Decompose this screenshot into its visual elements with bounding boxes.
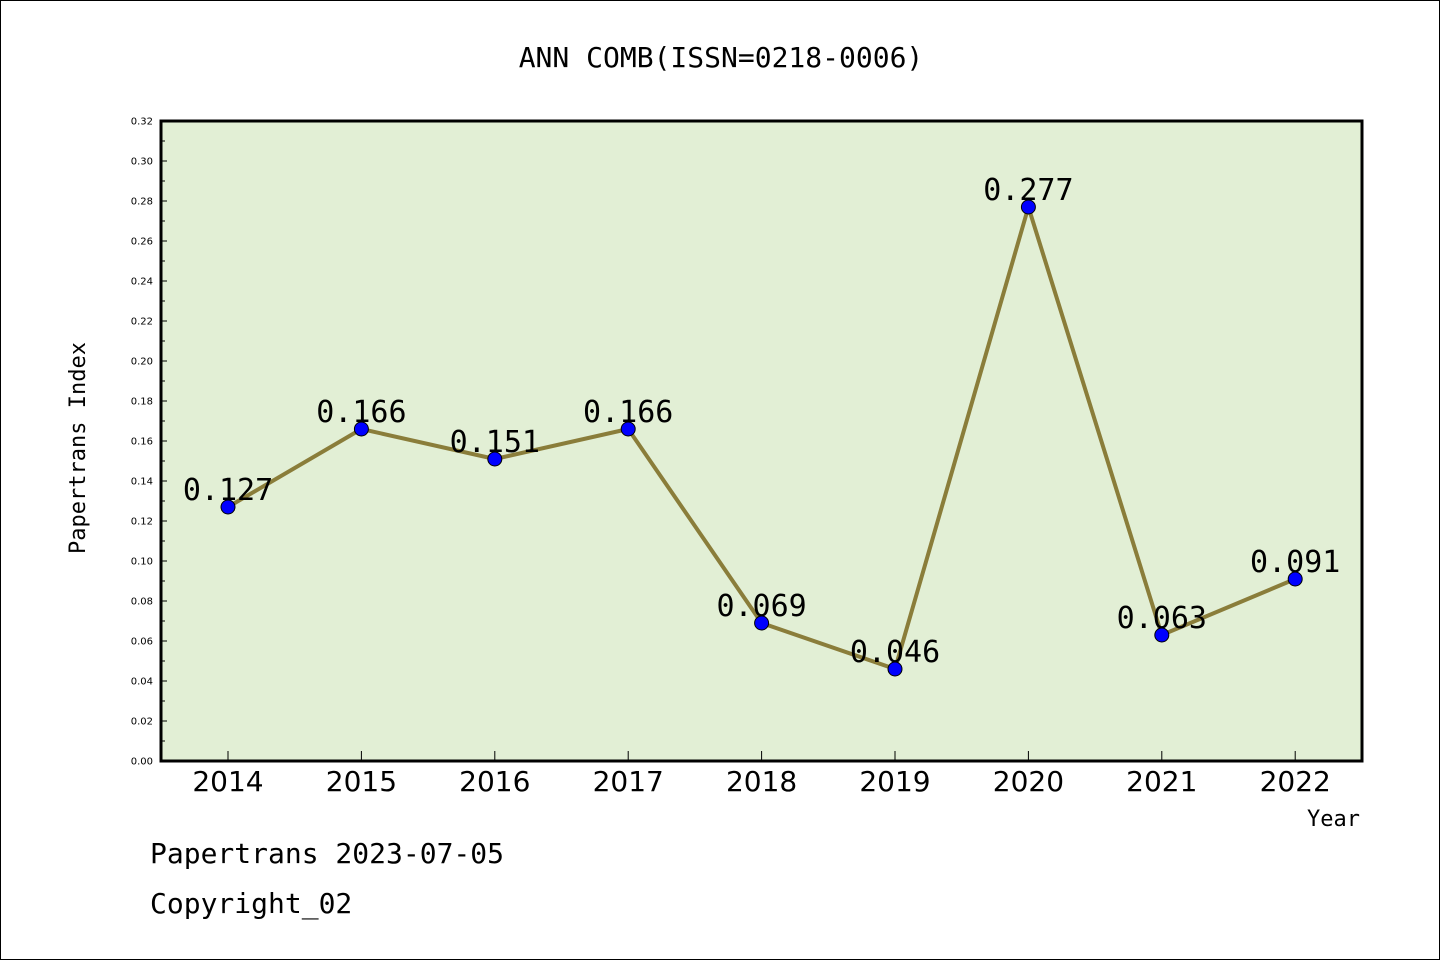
y-tick-label: 0.32 bbox=[131, 117, 153, 128]
chart-title: ANN COMB(ISSN=0218-0006) bbox=[519, 41, 924, 74]
data-label: 0.069 bbox=[716, 589, 806, 624]
data-label: 0.063 bbox=[1117, 601, 1207, 636]
y-tick-label: 0.20 bbox=[131, 357, 153, 368]
data-point bbox=[1020, 199, 1036, 215]
y-tick-label: 0.24 bbox=[131, 277, 153, 288]
data-point bbox=[1154, 627, 1170, 643]
data-label: 0.091 bbox=[1250, 545, 1340, 580]
x-tick-label: 2019 bbox=[859, 765, 930, 798]
data-point bbox=[353, 421, 369, 437]
y-tick-label: 0.22 bbox=[131, 317, 153, 328]
data-point bbox=[220, 499, 236, 515]
data-point bbox=[754, 615, 770, 631]
y-tick-label: 0.26 bbox=[131, 237, 153, 248]
data-point bbox=[620, 421, 636, 437]
data-label: 0.151 bbox=[450, 425, 540, 460]
x-axis-label: Year bbox=[1307, 807, 1360, 832]
y-tick-label: 0.00 bbox=[131, 757, 153, 768]
y-tick-label: 0.08 bbox=[131, 597, 153, 608]
y-tick-label: 0.10 bbox=[131, 557, 153, 568]
footer-date: Papertrans 2023-07-05 bbox=[150, 837, 505, 870]
data-labels: 0.127 0.166 0.151 0.166 0.069 0.046 0.277 0.063… bbox=[183, 173, 1341, 670]
data-label: 0.277 bbox=[983, 173, 1073, 208]
data-markers bbox=[220, 199, 1303, 677]
x-tick-label: 2017 bbox=[593, 765, 664, 798]
y-tick-label: 0.04 bbox=[131, 677, 153, 688]
y-tick-label: 0.30 bbox=[131, 157, 153, 168]
plot-border bbox=[159, 119, 1364, 763]
plot-area bbox=[161, 121, 1362, 761]
data-point bbox=[1287, 571, 1303, 587]
data-label: 0.166 bbox=[583, 395, 673, 430]
y-tick-label: 0.12 bbox=[131, 517, 153, 528]
data-point bbox=[487, 451, 503, 467]
data-point bbox=[887, 661, 903, 677]
y-tick-label: 0.16 bbox=[131, 437, 153, 448]
x-tick-label: 2018 bbox=[726, 765, 797, 798]
y-tick-label: 0.02 bbox=[131, 717, 153, 728]
y-tick-label: 0.06 bbox=[131, 637, 153, 648]
data-label: 0.166 bbox=[316, 395, 406, 430]
y-tick-label: 0.18 bbox=[131, 397, 153, 408]
x-tick-label: 2015 bbox=[326, 765, 397, 798]
y-axis-label: Papertrans Index bbox=[66, 342, 91, 554]
x-tick-label: 2020 bbox=[993, 765, 1064, 798]
x-axis-ticks: 2014 2015 2016 2017 2018 2019 2020 2021 2022 bbox=[192, 751, 1331, 798]
x-tick-label: 2022 bbox=[1260, 765, 1331, 798]
x-tick-label: 2014 bbox=[192, 765, 263, 798]
data-label: 0.127 bbox=[183, 473, 273, 508]
footer-copyright: Copyright_02 bbox=[150, 887, 353, 920]
y-tick-label: 0.14 bbox=[131, 477, 153, 488]
x-tick-label: 2016 bbox=[459, 765, 530, 798]
x-tick-label: 2021 bbox=[1126, 765, 1197, 798]
y-tick-label: 0.28 bbox=[131, 197, 153, 208]
data-label: 0.046 bbox=[850, 635, 940, 670]
